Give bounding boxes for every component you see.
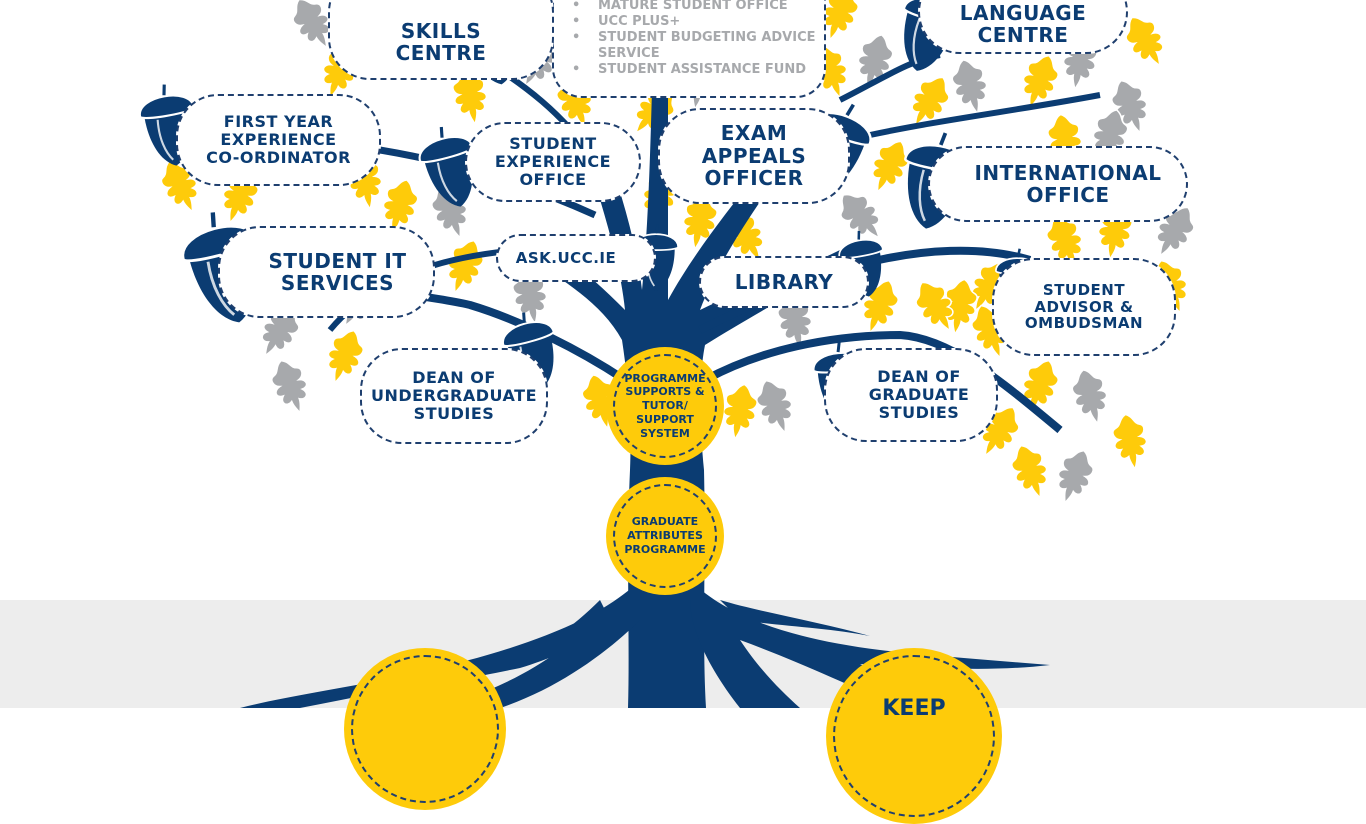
services-list-item: STUDENT BUDGETING ADVICE SERVICE bbox=[572, 30, 824, 62]
node-label: STUDENT bbox=[509, 134, 597, 154]
circle-label: PROGRAMME bbox=[624, 542, 706, 556]
node-label: STUDENT bbox=[1042, 280, 1126, 299]
node-label: LIBRARY bbox=[734, 269, 834, 294]
oak-leaf-grey bbox=[1111, 79, 1148, 134]
graduate-attributes-circle: GRADUATE ATTRIBUTES PROGRAMME bbox=[606, 477, 724, 595]
oak-leaf-yellow bbox=[1011, 444, 1048, 499]
node-label: CO-ORDINATOR bbox=[206, 147, 351, 167]
node-label: ASK.UCC.IE bbox=[515, 248, 617, 267]
node-library: LIBRARY bbox=[699, 256, 869, 308]
circle-label: PROGRAMME bbox=[624, 371, 706, 385]
oak-leaf-yellow bbox=[682, 193, 718, 250]
node-label: DEAN OF bbox=[877, 367, 961, 387]
node-label: LANGUAGE bbox=[959, 0, 1087, 25]
node-label: INTERNATIONAL bbox=[974, 160, 1162, 185]
node-dean-graduate: DEAN OF GRADUATE STUDIES bbox=[824, 348, 998, 442]
node-language-centre: LANGUAGE CENTRE bbox=[918, 0, 1128, 54]
oak-leaf-yellow bbox=[452, 68, 488, 125]
support-tree-diagram: MATURE STUDENT OFFICE UCC PLUS+ STUDENT … bbox=[0, 0, 1366, 708]
node-label: EXPERIENCE bbox=[494, 152, 612, 172]
services-list-item: STUDENT ASSISTANCE FUND bbox=[572, 62, 824, 78]
oak-leaf-yellow bbox=[1022, 359, 1059, 414]
root-circle-right: KEEP bbox=[826, 648, 1002, 824]
node-label: FIRST YEAR bbox=[223, 112, 334, 132]
circle-label: SUPPORT bbox=[636, 412, 694, 426]
node-label: DEAN OF bbox=[412, 368, 496, 388]
node-ask-ucc: ASK.UCC.IE bbox=[496, 234, 656, 282]
circle-label: GRADUATE bbox=[631, 515, 699, 529]
node-student-it-services: STUDENT IT SERVICES bbox=[218, 226, 435, 318]
node-label: EXPERIENCE bbox=[220, 130, 337, 150]
circle-label: SUPPORTS & bbox=[625, 385, 705, 399]
node-label: CENTRE bbox=[395, 41, 487, 65]
services-list: MATURE STUDENT OFFICE UCC PLUS+ STUDENT … bbox=[554, 0, 824, 78]
node-label: STUDIES bbox=[413, 403, 495, 423]
node-exam-appeals-officer: EXAM APPEALS OFFICER bbox=[658, 108, 850, 204]
oak-leaf-grey bbox=[1057, 449, 1094, 504]
oak-leaf-yellow bbox=[722, 383, 758, 440]
circle-label: SYSTEM bbox=[640, 426, 690, 440]
node-dean-undergraduate: DEAN OF UNDERGRADUATE STUDIES bbox=[360, 348, 548, 444]
branch-right-low bbox=[703, 330, 1063, 434]
root-circle-label: KEEP bbox=[882, 696, 946, 721]
node-label: GRADUATE bbox=[868, 385, 970, 405]
node-label: OFFICE bbox=[1026, 183, 1110, 207]
node-label: SKILLS bbox=[400, 18, 482, 43]
services-list-item: MATURE STUDENT OFFICE bbox=[572, 0, 824, 14]
oak-leaf-yellow bbox=[822, 0, 859, 41]
oak-leaf-grey bbox=[292, 0, 331, 49]
oak-leaf-grey bbox=[756, 379, 793, 434]
node-label: APPEALS bbox=[701, 143, 807, 168]
node-label: STUDIES bbox=[878, 402, 960, 422]
programme-supports-circle: PROGRAMME SUPPORTS & TUTOR/SUPPORT SYSTEM bbox=[606, 347, 724, 465]
node-international-office: INTERNATIONAL OFFICE bbox=[928, 146, 1188, 222]
oak-leaf-grey bbox=[271, 359, 308, 414]
oak-leaf-yellow bbox=[1112, 413, 1148, 470]
circle-label: ATTRIBUTES bbox=[627, 529, 703, 543]
oak-leaf-grey bbox=[261, 306, 300, 357]
node-first-year-experience: FIRST YEAR EXPERIENCE CO-ORDINATOR bbox=[176, 94, 381, 186]
node-student-experience-office: STUDENT EXPERIENCE OFFICE bbox=[465, 122, 641, 202]
oak-leaf-yellow bbox=[872, 140, 910, 193]
node-label: OFFICER bbox=[704, 166, 804, 191]
node-label: ADVISOR & bbox=[1034, 297, 1134, 316]
oak-leaf-yellow bbox=[915, 281, 954, 332]
node-student-advisor-ombudsman: STUDENT ADVISOR & OMBUDSMAN bbox=[992, 258, 1176, 356]
oak-leaf-grey bbox=[1071, 369, 1108, 425]
oak-leaf-yellow bbox=[447, 239, 484, 294]
node-label: UNDERGRADUATE bbox=[370, 386, 537, 406]
branch-right-high bbox=[869, 92, 1101, 138]
oak-leaf-grey bbox=[840, 193, 880, 239]
circle-label: TUTOR/ bbox=[642, 399, 688, 413]
root-circle-left bbox=[344, 648, 506, 810]
node-skills-centre: SKILLS CENTRE bbox=[328, 0, 554, 80]
node-label: SERVICES bbox=[280, 271, 395, 295]
services-list-box: MATURE STUDENT OFFICE UCC PLUS+ STUDENT … bbox=[552, 0, 826, 98]
services-list-item: UCC PLUS+ bbox=[572, 14, 824, 30]
node-label: CENTRE bbox=[977, 23, 1069, 47]
node-label: OMBUDSMAN bbox=[1024, 314, 1144, 333]
oak-leaf-yellow bbox=[327, 329, 364, 384]
node-label: OFFICE bbox=[519, 169, 587, 189]
node-label: EXAM bbox=[720, 121, 788, 146]
node-label: STUDENT IT bbox=[268, 248, 407, 273]
oak-leaf-grey bbox=[951, 59, 988, 115]
oak-leaf-yellow bbox=[1125, 16, 1164, 67]
